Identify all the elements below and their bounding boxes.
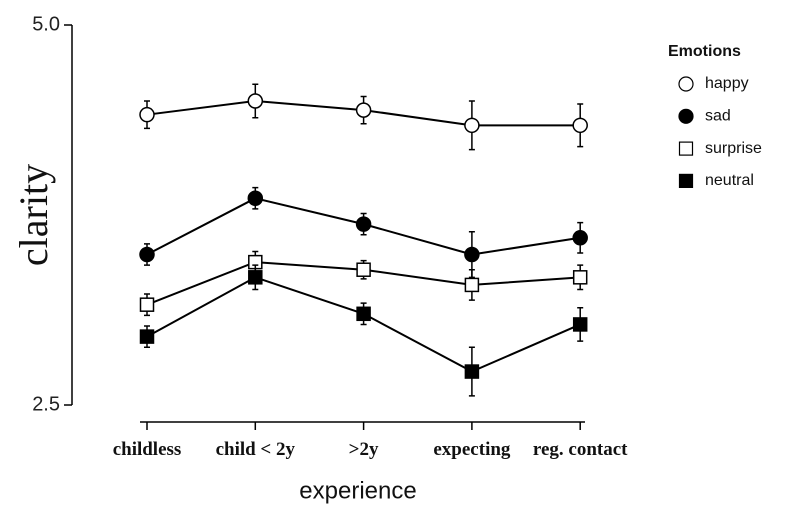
legend-marker xyxy=(678,108,694,124)
point xyxy=(247,190,264,207)
point xyxy=(355,216,372,232)
legend-marker xyxy=(678,141,694,156)
x-tick-label: childless xyxy=(113,439,182,460)
x-tick-label: reg. contact xyxy=(533,439,628,460)
legend-label: happy xyxy=(705,75,749,92)
point xyxy=(139,329,155,344)
point xyxy=(356,306,371,322)
x-tick-label: child < 2y xyxy=(216,439,296,460)
point xyxy=(572,117,588,134)
point xyxy=(464,117,480,134)
legend-marker xyxy=(678,76,694,92)
point xyxy=(572,270,588,285)
point xyxy=(464,364,480,379)
y-axis-label: clarity xyxy=(11,164,56,266)
point xyxy=(355,102,372,118)
point xyxy=(464,246,480,263)
legend-marker xyxy=(678,173,694,188)
point xyxy=(572,230,588,246)
point xyxy=(139,246,155,263)
point xyxy=(464,277,480,293)
legend-label: surprise xyxy=(705,140,762,157)
legend-label: neutral xyxy=(705,172,754,189)
point xyxy=(139,297,155,312)
point xyxy=(356,262,371,277)
point xyxy=(248,270,263,285)
legend-title: Emotions xyxy=(668,43,741,60)
legend-label: sad xyxy=(705,108,731,125)
point xyxy=(139,106,155,123)
x-tick-label: >2y xyxy=(349,439,379,460)
y-tick-label: 5.0 xyxy=(32,13,60,35)
y-tick-label: 2.5 xyxy=(32,393,60,415)
point xyxy=(572,317,588,332)
x-axis-label: experience xyxy=(299,477,416,504)
x-tick-label: expecting xyxy=(433,439,511,460)
point xyxy=(247,93,264,109)
